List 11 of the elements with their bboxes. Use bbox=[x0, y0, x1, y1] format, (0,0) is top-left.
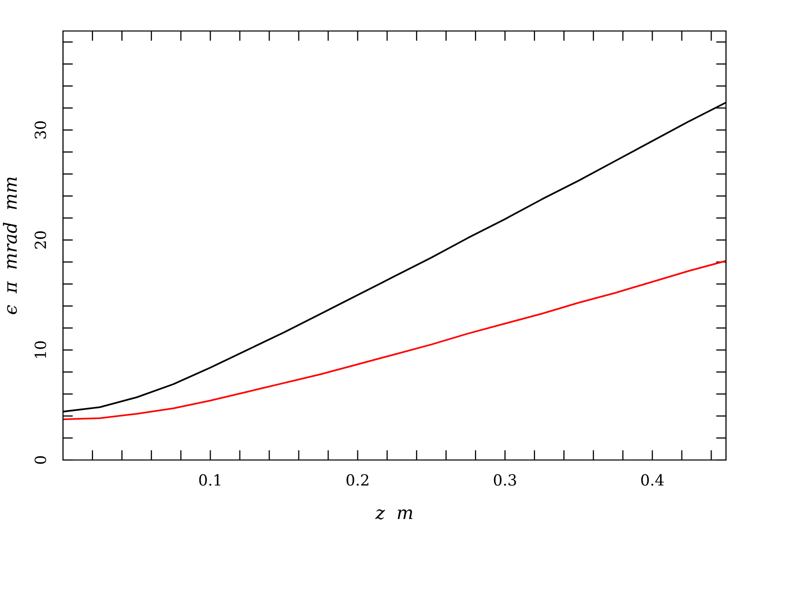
x-tick-label: 0.1 bbox=[199, 474, 220, 486]
y-tick-label: 10 bbox=[34, 341, 46, 358]
y-axis-title: ϵ π mrad mm bbox=[2, 177, 17, 314]
x-tick-label: 0.4 bbox=[641, 474, 664, 486]
x-tick-label: 0.2 bbox=[346, 474, 368, 486]
x-tick-label: 0.3 bbox=[494, 474, 516, 486]
y-tick-label: 20 bbox=[34, 231, 46, 249]
y-tick-label: 30 bbox=[34, 121, 46, 139]
y-tick-label: 0 bbox=[34, 456, 46, 464]
line-series bbox=[63, 260, 726, 420]
x-axis-title: z m bbox=[375, 509, 412, 520]
